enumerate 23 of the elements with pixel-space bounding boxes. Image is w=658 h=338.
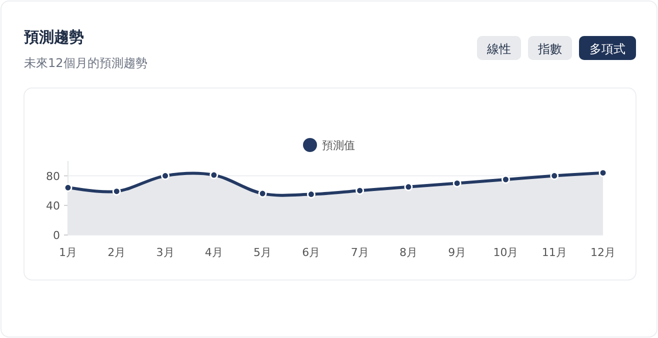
button: 指數 (528, 36, 572, 60)
y-tick-label: 40 (46, 199, 60, 212)
x-tick-label: 6月 (302, 246, 320, 259)
button: 線性 (477, 36, 521, 60)
x-tick-label: 2月 (108, 246, 126, 259)
chart-title: 預測趨勢 (23, 28, 84, 46)
x-tick-label: 7月 (350, 246, 369, 259)
chart-subtitle: 未來12個月的預測趨勢 (24, 56, 148, 70)
x-tick-label: 12月 (590, 246, 616, 259)
legend-label: 預測值 (322, 139, 355, 152)
x-tick-label: 3月 (156, 246, 174, 259)
x-tick-label: 5月 (254, 246, 272, 259)
button: 多項式 (579, 36, 636, 60)
y-tick-label: 0 (53, 229, 60, 242)
y-tick-label: 80 (46, 170, 60, 183)
x-tick-label: 4月 (204, 246, 223, 259)
x-tick-label: 9月 (448, 246, 466, 259)
x-tick-label: 10月 (493, 246, 518, 259)
x-tick-label: 11月 (542, 246, 567, 259)
x-tick-label: 1月 (59, 246, 77, 259)
x-tick-label: 8月 (399, 246, 418, 259)
point (501, 175, 510, 184)
legend: 預測值 (303, 138, 355, 152)
